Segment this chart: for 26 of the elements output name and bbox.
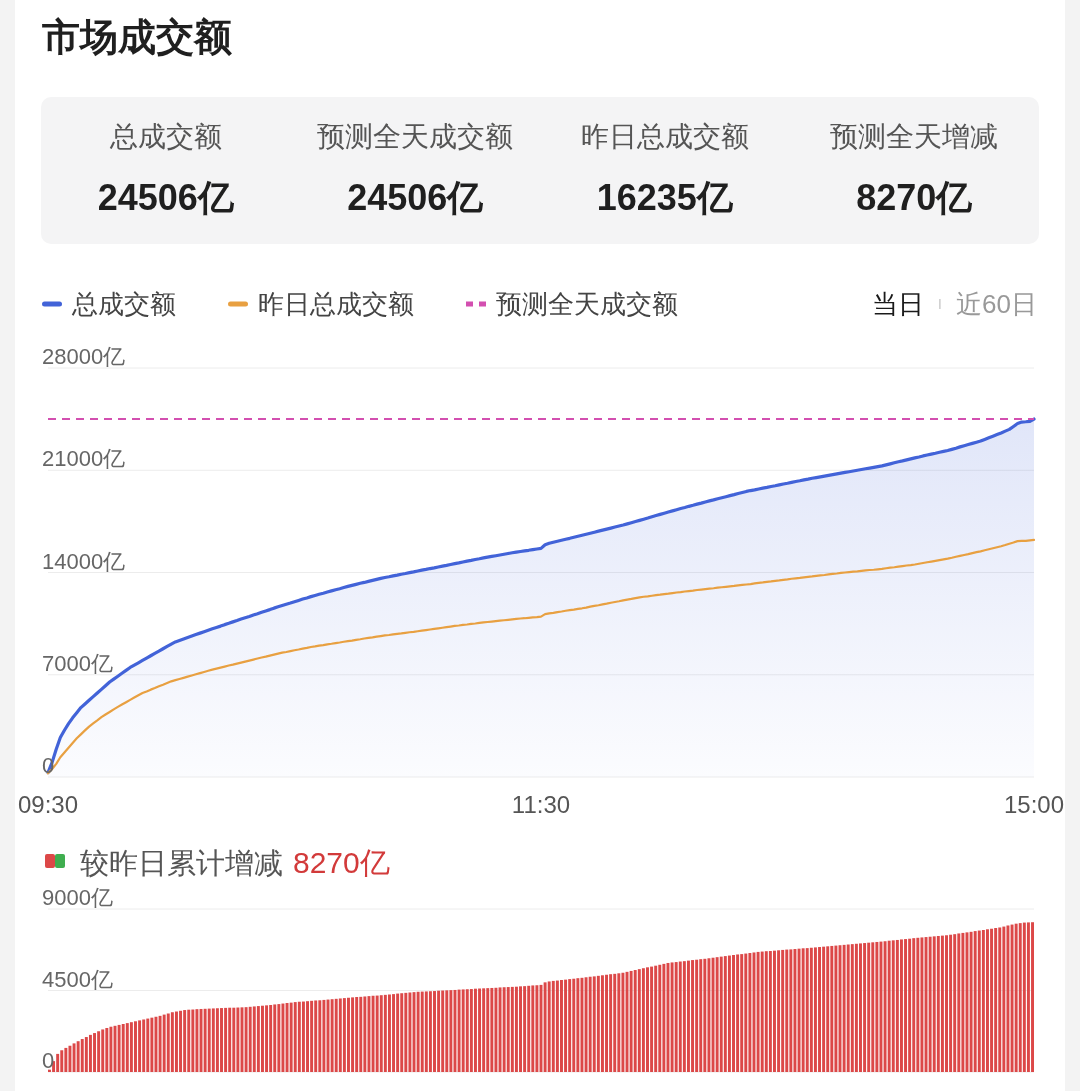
chart-title: 较昨日累计增减 <box>80 847 283 879</box>
text: 市场成交额 <box>42 16 232 58</box>
x-tick-label: 11:30 <box>511 791 571 818</box>
text: 总成交额 <box>108 121 222 152</box>
text: 16235亿 <box>596 177 734 218</box>
y-tick-label: 28000亿 <box>42 344 126 369</box>
legend-label: 昨日总成交额 <box>258 289 414 319</box>
y-tick-label: 9000亿 <box>42 885 113 910</box>
x-tick-label: 09:30 <box>17 791 79 818</box>
y-tick-label: 0 <box>42 1048 55 1073</box>
y-tick-label: 21000亿 <box>42 446 126 472</box>
text: 预测全天增减 <box>830 121 999 152</box>
y-tick-label: 7000亿 <box>42 650 113 676</box>
text: 24506亿 <box>347 177 485 218</box>
text: 近60日 <box>956 289 1037 319</box>
text: 24506亿 <box>97 177 235 218</box>
y-tick-label: 14000亿 <box>42 548 126 574</box>
text: 预测全天成交额 <box>317 121 514 152</box>
legend-label: 预测全天成交额 <box>496 289 678 319</box>
text: 当日 <box>871 289 924 319</box>
x-tick-label: 15:00 <box>1003 791 1065 818</box>
legend-label: 总成交额 <box>71 289 176 319</box>
text: 8270亿 <box>856 177 974 218</box>
text: 8270亿 <box>293 846 390 879</box>
text: 昨日总成交额 <box>580 121 749 152</box>
y-tick-label: 4500亿 <box>42 966 113 992</box>
